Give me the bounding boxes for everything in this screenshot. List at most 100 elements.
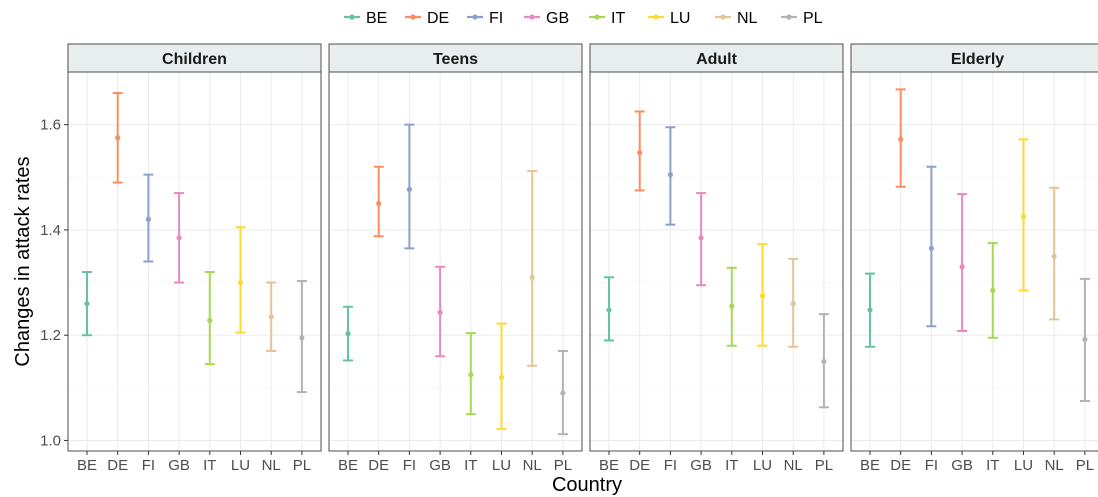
legend-key-dot <box>349 14 355 20</box>
point-estimate <box>928 245 935 251</box>
legend-item-de: DE <box>405 10 449 27</box>
point-estimate <box>759 293 766 299</box>
panel-background <box>590 72 843 451</box>
legend-item-pl: PL <box>781 10 823 27</box>
legend-key-dot <box>529 14 535 20</box>
errorbar-fi <box>404 123 415 250</box>
x-tick-label: NL <box>1045 457 1064 474</box>
y-axis-title: Changes in attack rates <box>12 156 34 366</box>
point-estimate <box>437 309 443 316</box>
point-estimate <box>560 390 566 396</box>
point-estimate <box>959 264 965 270</box>
errorbar-be <box>82 271 92 337</box>
x-tick-label: NL <box>262 457 281 474</box>
y-axis: 1.0 1.2 1.4 1.6 <box>40 117 68 449</box>
errorbar-nl <box>266 281 277 352</box>
errorbar-fi <box>926 165 937 328</box>
errorbar-gb <box>174 192 185 284</box>
errorbar-de <box>373 165 384 238</box>
errorbar-lu <box>757 243 768 347</box>
x-tick-label: NL <box>784 457 803 474</box>
y-tick-label: 1.4 <box>40 222 61 239</box>
point-estimate <box>1051 253 1057 259</box>
errorbar-fi <box>143 173 154 263</box>
x-tick-label: GB <box>690 457 712 474</box>
legend-label: PL <box>803 10 823 27</box>
x-tick-label: IT <box>725 457 738 474</box>
point-estimate <box>207 317 213 324</box>
point-estimate <box>698 235 704 241</box>
y-tick-label: 1.0 <box>40 432 61 449</box>
point-estimate <box>498 374 505 380</box>
point-estimate <box>145 216 151 222</box>
point-estimate <box>376 200 382 207</box>
errorbar-de <box>112 92 123 184</box>
legend-label: FI <box>489 10 503 27</box>
errorbar-nl <box>788 257 799 348</box>
point-estimate <box>529 274 535 280</box>
errorbar-lu <box>1018 138 1029 292</box>
point-estimate <box>898 136 904 142</box>
point-estimate <box>115 135 121 141</box>
errorbar-be <box>865 272 875 348</box>
panel-background <box>851 72 1098 451</box>
point-estimate <box>729 303 735 309</box>
panels: Children BE DE FI GB IT LU NL PL Teens BE DE FI GB IT L… <box>67 43 1098 474</box>
strip-label: Elderly <box>951 51 1004 68</box>
strip-label: Children <box>162 51 227 68</box>
legend-label: NL <box>737 10 758 27</box>
x-tick-label: BE <box>338 457 358 474</box>
x-tick-label: BE <box>860 457 880 474</box>
x-tick-label: FI <box>664 457 677 474</box>
errorbar-it <box>204 271 215 366</box>
errorbar-it <box>465 332 476 416</box>
point-estimate <box>637 149 643 156</box>
errorbar-pl <box>557 349 568 436</box>
legend-item-lu: LU <box>648 10 690 27</box>
strip-background <box>328 43 583 73</box>
point-estimate <box>606 307 612 313</box>
panel-elderly: Elderly BE DE FI GB IT LU NL PL <box>850 43 1098 474</box>
x-tick-label: PL <box>293 457 311 474</box>
panel-border <box>328 71 583 452</box>
panel-background <box>68 72 321 451</box>
panel-border <box>850 71 1098 452</box>
legend-key-dot <box>786 14 792 20</box>
legend-key-dot <box>472 14 478 20</box>
point-estimate <box>867 307 873 313</box>
strip-label: Adult <box>696 51 738 68</box>
x-tick-label: LU <box>231 457 250 474</box>
legend-label: BE <box>366 10 387 27</box>
legend-key-dot <box>720 14 726 20</box>
point-estimate <box>990 287 996 294</box>
errorbar-lu <box>235 226 246 334</box>
x-tick-label: DE <box>107 457 128 474</box>
x-tick-label: FI <box>403 457 416 474</box>
legend-item-nl: NL <box>715 10 758 27</box>
legend-label: DE <box>427 10 449 27</box>
x-tick-label: LU <box>753 457 772 474</box>
legend-label: GB <box>546 10 569 27</box>
x-tick-label: GB <box>429 457 451 474</box>
panel-border <box>67 71 322 452</box>
strip-background <box>850 43 1098 73</box>
legend-key-dot <box>594 14 600 20</box>
errorbar-nl <box>1049 186 1060 321</box>
legend-label: LU <box>670 10 690 27</box>
legend-item-be: BE <box>344 10 387 27</box>
x-tick-label: GB <box>168 457 190 474</box>
errorbar-nl <box>527 169 538 367</box>
point-estimate <box>667 172 674 178</box>
point-estimate <box>468 372 474 378</box>
x-tick-label: FI <box>142 457 155 474</box>
legend-key-dot <box>653 14 659 20</box>
point-estimate <box>237 279 244 286</box>
y-tick-label: 1.6 <box>40 117 61 134</box>
x-tick-label: DE <box>629 457 650 474</box>
x-tick-label: BE <box>599 457 619 474</box>
x-tick-label: DE <box>368 457 389 474</box>
point-estimate <box>1082 336 1088 343</box>
errorbar-fi <box>665 126 676 226</box>
